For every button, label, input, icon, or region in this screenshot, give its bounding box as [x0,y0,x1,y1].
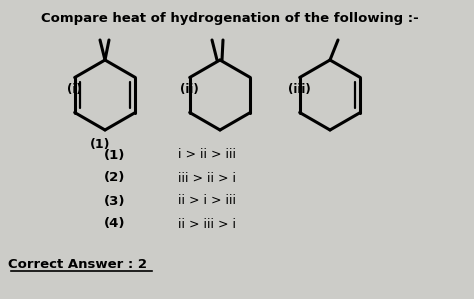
Text: Compare heat of hydrogenation of the following :-: Compare heat of hydrogenation of the fol… [41,12,419,25]
Text: (2): (2) [104,172,126,184]
Text: (4): (4) [104,217,126,231]
Text: iii > ii > i: iii > ii > i [178,172,236,184]
Text: ii > iii > i: ii > iii > i [178,217,236,231]
Text: (3): (3) [104,195,126,208]
Text: (i): (i) [67,83,82,97]
Text: (iii): (iii) [288,83,311,97]
Text: i > ii > iii: i > ii > iii [178,149,236,161]
Text: (1): (1) [104,149,126,161]
Text: (ii): (ii) [180,83,199,97]
Text: (1): (1) [90,138,110,151]
Text: Correct Answer : 2: Correct Answer : 2 [8,259,147,271]
Text: ii > i > iii: ii > i > iii [178,195,236,208]
